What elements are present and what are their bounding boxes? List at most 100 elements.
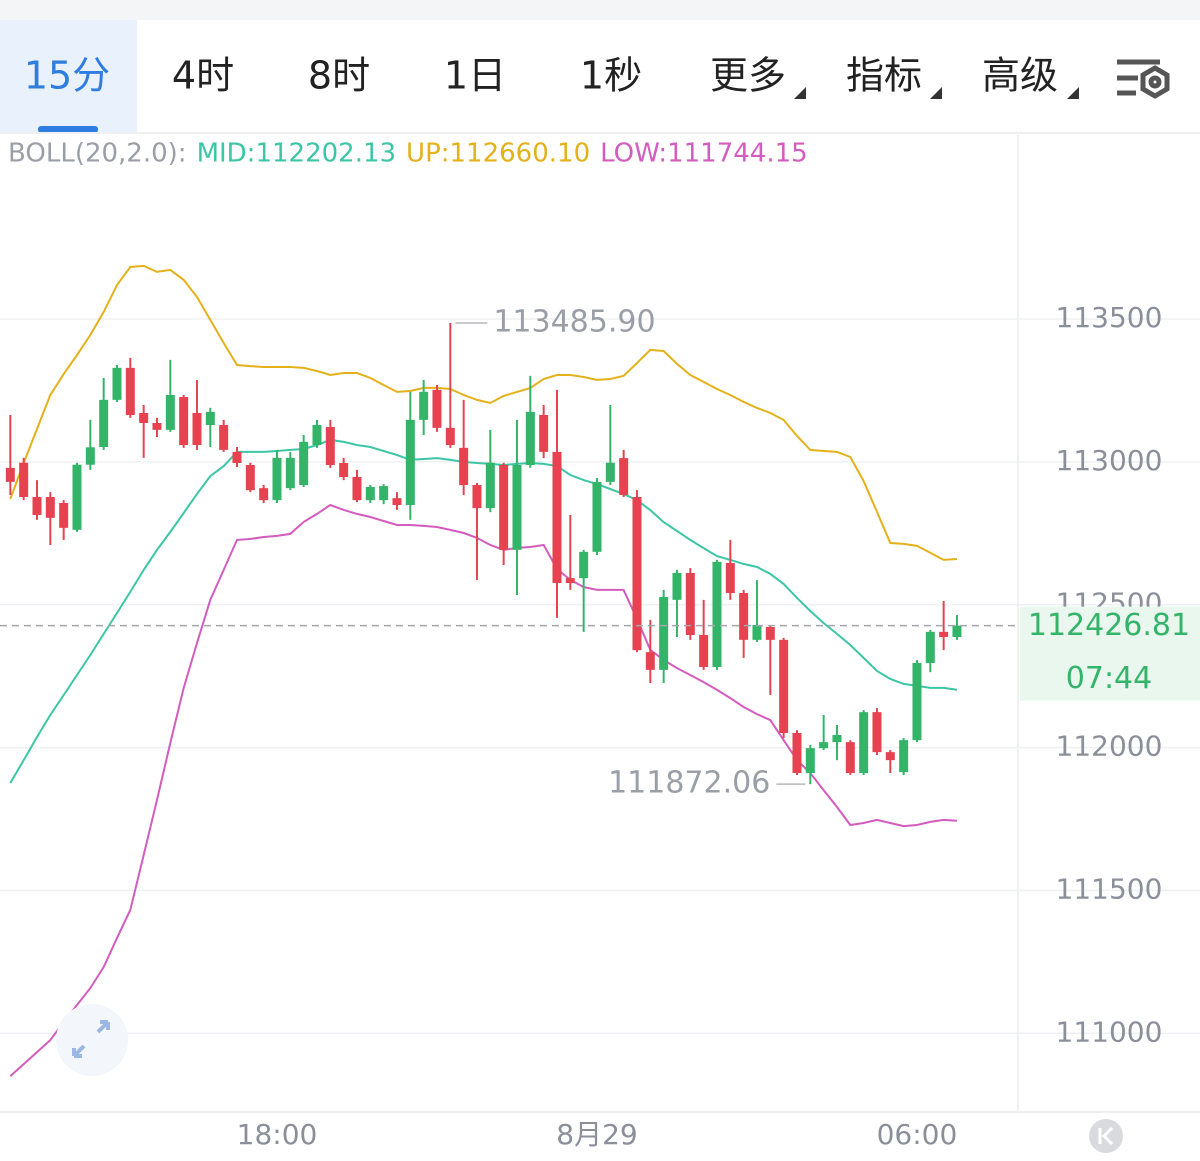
selected-tab-bg [0, 20, 137, 133]
candle-body [112, 367, 122, 400]
candle-body [819, 742, 829, 749]
tab[interactable]: 高级 [982, 54, 1058, 98]
indicator-label: BOLL(20,2.0): [8, 139, 187, 169]
candle-body [832, 735, 842, 743]
price-tag-bg [1020, 606, 1200, 701]
candle-body [699, 635, 709, 667]
expand-button[interactable] [56, 1004, 128, 1076]
candle-body [59, 503, 69, 528]
candle-body [419, 391, 429, 420]
dropdown-arrow [794, 87, 806, 99]
candle-body [592, 481, 602, 552]
candle-body [765, 627, 775, 640]
y-tick-label: 113000 [1056, 444, 1163, 477]
candle-body [525, 411, 535, 465]
candle-body [645, 652, 655, 670]
candle-body [392, 498, 402, 505]
scroll-to-latest[interactable] [1089, 1119, 1123, 1153]
y-tick-label: 113500 [1056, 301, 1163, 334]
candle-body [872, 712, 882, 753]
candle-body [845, 742, 855, 773]
indicator-line [9, 438, 958, 784]
y-tick-label: 111500 [1056, 872, 1163, 905]
legend-entry: LOW:111744.15 [600, 139, 808, 169]
last-price-label: 112426.81 [1028, 608, 1190, 643]
candle-body [45, 497, 55, 518]
candle-body [219, 425, 229, 450]
candle-body [432, 389, 442, 428]
dropdown-arrow [1067, 87, 1079, 99]
candle-body [99, 399, 109, 447]
candle-body [272, 457, 282, 501]
plot-area [0, 264, 1200, 1077]
indicator-line [9, 264, 958, 561]
candle-body [485, 462, 495, 509]
candle-body [805, 748, 815, 773]
y-tick-label: 111000 [1056, 1015, 1163, 1048]
candle-body [739, 593, 749, 640]
candle-body [192, 413, 202, 445]
status-band [0, 0, 1200, 20]
countdown-label: 07:44 [1066, 661, 1152, 696]
candle-body [365, 487, 375, 501]
candle-body [552, 451, 562, 583]
annotation-label: 113485.90 [493, 305, 655, 340]
candle-body [672, 573, 682, 600]
candle-body [459, 447, 469, 485]
candle-body [725, 563, 735, 593]
candle-body [139, 413, 149, 423]
tab[interactable]: 8时 [308, 54, 370, 98]
legend-entry: MID:112202.13 [197, 139, 396, 169]
candle-body [792, 733, 802, 773]
tab[interactable]: 1秒 [580, 54, 642, 98]
x-tick-label: 8月29 [556, 1118, 637, 1151]
candle-body [125, 367, 135, 415]
candle-body [205, 411, 215, 425]
candle-body [352, 477, 362, 501]
candle-body [19, 462, 29, 497]
indicator-line [9, 503, 958, 1077]
candle-body [259, 488, 269, 501]
candle-body [165, 395, 175, 430]
candle-body [565, 578, 575, 583]
candle-body [85, 447, 95, 465]
candle-body [899, 740, 909, 773]
candle-body [885, 752, 895, 761]
x-tick-label: 06:00 [877, 1118, 958, 1151]
dropdown-arrow [930, 87, 942, 99]
tab[interactable]: 指标 [846, 54, 922, 98]
candle-body [512, 465, 522, 550]
tab[interactable]: 1日 [444, 54, 506, 98]
x-tick-label: 18:00 [237, 1118, 318, 1151]
candle-body [632, 497, 642, 651]
candle-body [299, 441, 309, 485]
candle-body [939, 631, 949, 637]
candle-body [312, 425, 322, 445]
selected-tab-indicator [38, 126, 98, 133]
candle-body [472, 485, 482, 509]
candle-body [925, 631, 935, 663]
candle-body [605, 462, 615, 482]
candle-body [859, 712, 869, 773]
tab[interactable]: 4时 [172, 54, 234, 98]
candle-body [32, 497, 42, 515]
candle-body [245, 465, 255, 491]
candle-body [712, 561, 722, 667]
candle-body [339, 463, 349, 477]
candle-body [445, 427, 455, 445]
candle-body [285, 457, 295, 489]
annotation-label: 111872.06 [608, 766, 770, 801]
candle-body [152, 423, 162, 430]
y-tick-label: 112000 [1056, 730, 1163, 763]
candle-body [952, 625, 962, 637]
candle-body [619, 458, 629, 495]
candle-body [685, 573, 695, 635]
candle-body [579, 551, 589, 579]
settings-icon[interactable] [1117, 59, 1170, 99]
candle-body [779, 639, 789, 733]
tab[interactable]: 15分 [24, 54, 110, 98]
candle-body [232, 451, 242, 463]
candle-body [405, 419, 415, 505]
tab[interactable]: 更多 [710, 54, 786, 98]
